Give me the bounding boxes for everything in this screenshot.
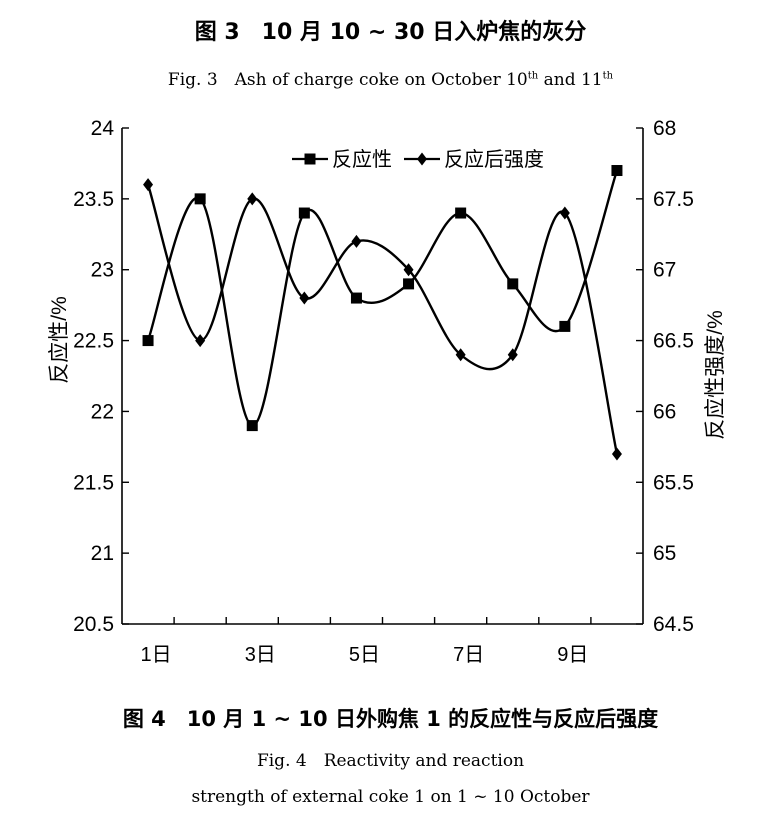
reactivity-point xyxy=(455,207,467,219)
right-tick-label: 65 xyxy=(653,542,676,565)
right-tick-label: 67.5 xyxy=(653,188,694,211)
right-tick-label: 66.5 xyxy=(653,330,694,353)
strength-point xyxy=(247,192,258,206)
left-axis-ticks: 24 23.5 23 22.5 22 21.5 21 20.5 xyxy=(73,117,129,636)
strength-point xyxy=(507,348,518,362)
x-tick-label: 7日 xyxy=(453,644,484,666)
figure-3-caption-english: Fig. 3 Ash of charge coke on October 10t… xyxy=(0,65,781,90)
legend-label: 反应后强度 xyxy=(444,148,544,171)
strength-point xyxy=(195,334,206,348)
x-tick-label: 1日 xyxy=(140,644,171,666)
reactivity-point xyxy=(246,420,258,432)
figure-3-caption-english-main: Fig. 3 Ash of charge coke on October 10 xyxy=(167,70,528,90)
strength-point xyxy=(143,178,154,192)
left-tick-label: 24 xyxy=(91,117,115,140)
legend-diamond-marker xyxy=(417,152,427,166)
right-tick-label: 64.5 xyxy=(653,613,694,636)
reactivity-point xyxy=(350,292,362,304)
strength-line xyxy=(146,184,619,455)
reactivity-point xyxy=(611,165,623,177)
right-tick-label: 68 xyxy=(653,117,676,140)
left-tick-label: 22.5 xyxy=(73,330,114,353)
figure-3-caption-chinese: 图 3 10 月 10 ~ 30 日入炉焦的灰分 xyxy=(194,20,587,45)
strength-point xyxy=(351,234,362,248)
reactivity-point xyxy=(559,320,571,332)
left-tick-label: 23 xyxy=(91,259,114,282)
reactivity-point xyxy=(194,193,206,205)
reactivity-point xyxy=(507,278,519,290)
x-tick-label: 5日 xyxy=(349,644,380,666)
right-axis-ticks: 68 67.5 67 66.5 66 65.5 65 64.5 xyxy=(636,117,694,636)
reactivity-point xyxy=(142,335,154,347)
strength-point xyxy=(299,291,310,305)
strength-point xyxy=(611,447,622,461)
strength-point xyxy=(403,263,414,277)
figure-3-caption-sup-1: th xyxy=(527,70,539,82)
series-markers xyxy=(142,165,623,461)
right-tick-label: 66 xyxy=(653,400,676,423)
reactivity-line xyxy=(146,170,619,427)
right-tick-label: 65.5 xyxy=(653,471,694,494)
left-axis-label: 反应性/% xyxy=(48,296,71,384)
reactivity-point xyxy=(403,278,415,290)
left-tick-label: 21.5 xyxy=(73,471,114,494)
x-axis-ticks: 1日 3日 5日 7日 9日 xyxy=(140,617,592,666)
legend-label: 反应性 xyxy=(332,148,392,171)
figure-3-caption-english-mid: and 11 xyxy=(538,70,603,90)
x-tick-label: 9日 xyxy=(557,644,588,666)
x-tick-label: 3日 xyxy=(245,644,276,666)
left-tick-label: 20.5 xyxy=(73,613,114,636)
series-lines xyxy=(146,170,619,455)
figure-4-caption-chinese: 图 4 10 月 1 ~ 10 日外购焦 1 的反应性与反应后强度 xyxy=(122,707,659,731)
right-axis-label: 反应性强度/% xyxy=(704,310,727,440)
chart-legend: 反应性 反应后强度 xyxy=(292,148,544,171)
left-tick-label: 22 xyxy=(91,400,114,423)
strength-point xyxy=(455,348,466,362)
strength-point xyxy=(559,206,570,220)
figure-4-caption-english-line1: Fig. 4 Reactivity and reaction xyxy=(256,751,525,771)
reactivity-point xyxy=(298,207,310,219)
left-tick-label: 21 xyxy=(91,542,114,565)
figure-4-caption-english-line2: strength of external coke 1 on 1 ~ 10 Oc… xyxy=(191,787,590,807)
figure-3-caption-sup-2: th xyxy=(602,70,614,82)
legend-square-marker xyxy=(304,153,316,165)
left-tick-label: 23.5 xyxy=(73,188,114,211)
right-tick-label: 67 xyxy=(653,259,676,282)
